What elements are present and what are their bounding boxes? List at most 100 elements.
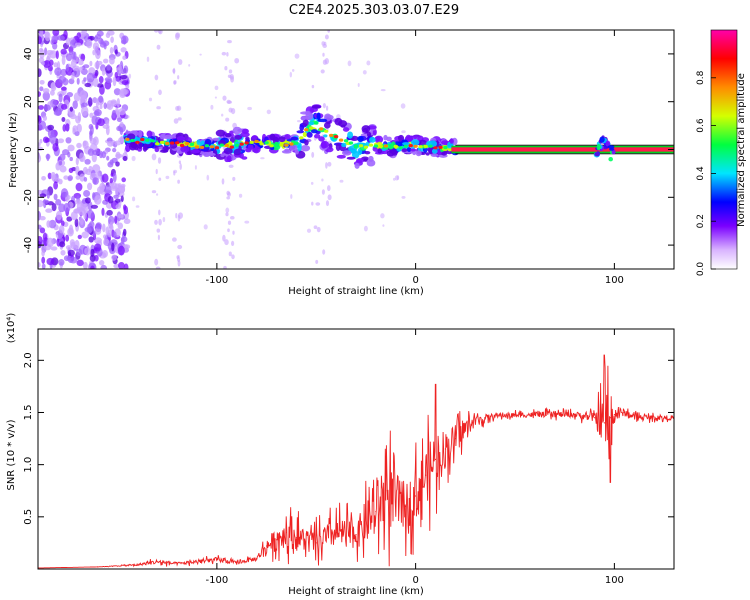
spectrogram-blob bbox=[120, 47, 127, 53]
spectrogram-blob bbox=[112, 76, 117, 87]
spectrogram-blob bbox=[227, 192, 231, 197]
spectrogram-blob bbox=[383, 144, 388, 148]
spectrogram-blob bbox=[123, 204, 127, 211]
spectrogram-blob bbox=[321, 178, 324, 182]
spectrogram-blob bbox=[94, 33, 102, 40]
spectrogram-blob bbox=[357, 135, 364, 143]
spectrogram-blob bbox=[91, 153, 97, 163]
spectrogram-blob bbox=[38, 68, 42, 77]
spectrogram-blob bbox=[176, 136, 185, 141]
spectrogram-blob bbox=[356, 159, 363, 163]
snr-point bbox=[395, 500, 397, 502]
spectrogram-blob bbox=[65, 234, 70, 242]
spectrogram-blob bbox=[46, 257, 55, 266]
spectrogram-blob bbox=[173, 118, 179, 124]
spectrogram-blob bbox=[318, 136, 325, 142]
spectrogram-blob bbox=[38, 47, 44, 53]
spectrogram-blob bbox=[232, 230, 235, 235]
spectrogram-blob bbox=[114, 198, 121, 203]
spectrogram-blob bbox=[113, 194, 119, 199]
spectrogram-blob bbox=[77, 234, 82, 240]
spectrogram-blob bbox=[179, 143, 185, 148]
spectrogram-blob bbox=[58, 161, 63, 166]
spectrogram-blob bbox=[172, 237, 177, 242]
spectrogram-blob bbox=[311, 105, 322, 109]
spectrogram-blob bbox=[138, 130, 143, 138]
spectrogram-blob bbox=[214, 96, 217, 99]
spectrogram-blob bbox=[158, 177, 162, 181]
spectrogram-blob bbox=[57, 35, 65, 41]
spectrogram-blob bbox=[363, 145, 369, 149]
spectrogram-y-tick-label: 20 bbox=[23, 95, 34, 108]
spectrogram-blob bbox=[111, 254, 118, 261]
spectrogram-blob bbox=[319, 127, 324, 131]
spectrogram-blob bbox=[443, 145, 448, 150]
spectrogram-blob bbox=[38, 262, 41, 268]
spectrogram-blob bbox=[383, 134, 388, 141]
spectrogram-blob bbox=[164, 134, 174, 140]
spectrogram-blob bbox=[368, 155, 374, 162]
snr-y-axis-label: SNR (10 * v/v) bbox=[6, 419, 17, 490]
spectrogram-blob bbox=[324, 34, 329, 40]
spectrogram-blob bbox=[131, 155, 136, 162]
spectrogram-blob bbox=[316, 226, 321, 233]
spectrogram-blob bbox=[240, 131, 250, 138]
spectrogram-blob bbox=[116, 117, 123, 123]
spectrogram-blob bbox=[119, 74, 128, 80]
spectrogram-blob bbox=[289, 71, 293, 78]
spectrogram-blob bbox=[369, 136, 376, 143]
spectrogram-blob bbox=[165, 175, 170, 180]
spectrogram-blob bbox=[155, 168, 158, 175]
spectrogram-blob bbox=[410, 148, 417, 152]
snr-scale-label: (x10⁴) bbox=[6, 313, 17, 344]
spectrogram-blob bbox=[244, 220, 250, 224]
spectrogram-blob bbox=[50, 246, 58, 251]
spectrogram-blob bbox=[38, 105, 45, 110]
spectrogram-blob bbox=[159, 134, 165, 140]
spectrogram-blob bbox=[38, 154, 42, 163]
spectrogram-blob bbox=[227, 228, 230, 233]
spectrogram-blob bbox=[408, 144, 413, 148]
spectrogram-blob bbox=[297, 119, 301, 123]
spectrogram-blob bbox=[305, 112, 314, 120]
spectrogram-blob bbox=[53, 193, 58, 201]
spectrogram-blob bbox=[102, 124, 110, 129]
spectrogram-blob bbox=[38, 115, 42, 124]
spectrogram-blob bbox=[89, 137, 97, 145]
spectrogram-blob bbox=[315, 202, 321, 206]
spectrogram-blob bbox=[229, 74, 234, 80]
spectrogram-blob bbox=[212, 137, 220, 141]
spectrogram-blob bbox=[82, 203, 88, 214]
spectrogram-blob bbox=[234, 143, 239, 147]
spectrogram-blob bbox=[175, 213, 178, 219]
spectrogram-blob bbox=[153, 30, 159, 33]
spectrogram-blob bbox=[221, 51, 227, 56]
spectrogram-blob bbox=[67, 144, 75, 152]
spectrogram-blob bbox=[70, 241, 76, 250]
spectrogram-blob bbox=[44, 137, 51, 143]
spectrogram-blob bbox=[78, 58, 84, 66]
spectrogram-blob bbox=[342, 127, 350, 132]
spectrogram-blob bbox=[433, 146, 438, 150]
spectrogram-blob bbox=[302, 131, 308, 138]
spectrogram-blob bbox=[53, 62, 58, 68]
spectrogram-blob bbox=[44, 47, 48, 56]
spectrogram-blob bbox=[226, 52, 229, 57]
spectrogram-blob bbox=[230, 216, 235, 220]
spectrogram-blob bbox=[42, 91, 50, 101]
spectrogram-blob bbox=[327, 30, 331, 33]
spectrogram-blob bbox=[228, 69, 233, 74]
snr-point bbox=[574, 414, 576, 416]
spectrogram-blob bbox=[52, 35, 59, 42]
spectrogram-blob bbox=[105, 32, 111, 39]
snr-background bbox=[38, 329, 674, 569]
spectrogram-blob bbox=[594, 151, 600, 157]
spectrogram-blob bbox=[222, 234, 226, 242]
spectrogram-blob bbox=[353, 144, 359, 148]
spectrogram-blob bbox=[84, 227, 92, 233]
spectrogram-blob bbox=[88, 165, 93, 173]
spectrogram-blob bbox=[103, 42, 107, 50]
snr-x-ticks: -100 0 100 bbox=[206, 329, 624, 586]
spectrogram-blob bbox=[113, 231, 117, 239]
spectrogram-blob bbox=[254, 139, 259, 143]
